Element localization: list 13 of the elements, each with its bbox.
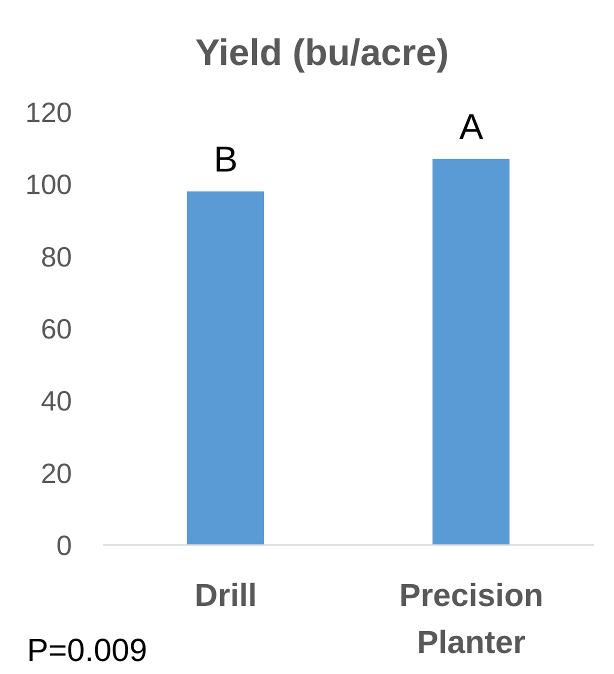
x-tick-label: Precision Planter <box>399 577 544 660</box>
chart-title: Yield (bu/acre) <box>194 32 450 73</box>
text: P=0.009 <box>27 632 148 668</box>
y-tick-label: 100 <box>25 169 72 200</box>
y-tick-label: 80 <box>40 241 72 272</box>
y-tick-label: 20 <box>40 458 72 489</box>
y-tick-label: 120 <box>25 97 72 128</box>
y-tick-label: 0 <box>56 530 72 561</box>
annotation: A <box>459 106 484 147</box>
annotation: B <box>214 138 238 180</box>
y-tick-label: 40 <box>40 386 72 417</box>
x-tick-label: Drill <box>194 577 257 613</box>
y-tick-label: 60 <box>40 314 72 344</box>
